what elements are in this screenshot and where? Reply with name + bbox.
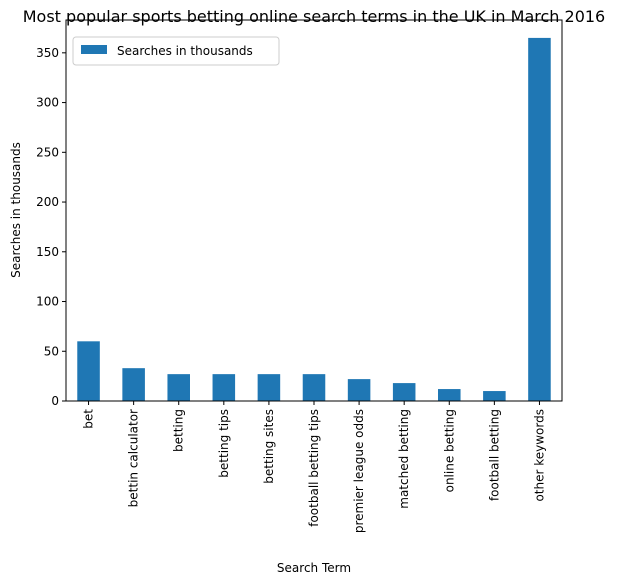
x-tick-label: betting tips bbox=[217, 409, 231, 478]
x-tick-label: bet bbox=[82, 409, 96, 429]
bar-other-keywords bbox=[528, 37, 551, 401]
y-axis-label: Searches in thousands bbox=[9, 142, 23, 278]
y-tick-label: 0 bbox=[51, 394, 59, 408]
x-tick-label: betting bbox=[172, 409, 186, 452]
x-tick-label: matched betting bbox=[397, 409, 411, 509]
x-tick-label: premier league odds bbox=[352, 409, 366, 533]
x-tick-label: football betting tips bbox=[307, 409, 321, 527]
legend: Searches in thousands bbox=[72, 36, 280, 66]
y-tick-label: 150 bbox=[36, 245, 59, 259]
y-axis: 0 50 100 150 200 250 300 350 bbox=[36, 46, 66, 408]
chart-title: Most popular sports betting online searc… bbox=[23, 7, 605, 26]
x-tick-label: betting sites bbox=[262, 409, 276, 484]
y-tick-label: 100 bbox=[36, 295, 59, 309]
legend-frame bbox=[72, 36, 280, 66]
x-tick-label: bettin calculator bbox=[127, 409, 141, 507]
legend-label: Searches in thousands bbox=[117, 44, 253, 58]
bar-football-betting bbox=[483, 391, 506, 401]
x-tick-label: online betting bbox=[442, 409, 456, 492]
bar-premier-league-odds bbox=[347, 379, 371, 401]
y-tick-label: 350 bbox=[36, 46, 59, 60]
bar-betting-tips bbox=[212, 374, 236, 401]
bar-bettin-calculator bbox=[122, 368, 145, 401]
x-tick-label: football betting bbox=[487, 409, 501, 501]
bar-matched-betting bbox=[392, 383, 416, 401]
x-axis-label: Search Term bbox=[277, 561, 351, 575]
bar-online-betting bbox=[438, 389, 461, 401]
bar-bet bbox=[77, 341, 100, 401]
x-axis: bet bettin calculator betting betting tips b… bbox=[82, 401, 546, 533]
bars-group bbox=[77, 37, 551, 401]
y-tick-label: 200 bbox=[36, 195, 59, 209]
bar-football-betting-tips bbox=[302, 374, 326, 401]
legend-swatch bbox=[81, 45, 107, 54]
y-tick-label: 50 bbox=[44, 344, 59, 358]
bar-betting-sites bbox=[257, 374, 281, 401]
y-tick-label: 250 bbox=[36, 145, 59, 159]
bar-betting bbox=[167, 374, 190, 401]
x-tick-label: other keywords bbox=[532, 409, 546, 502]
y-tick-label: 300 bbox=[36, 96, 59, 110]
plot-frame bbox=[65, 19, 563, 402]
